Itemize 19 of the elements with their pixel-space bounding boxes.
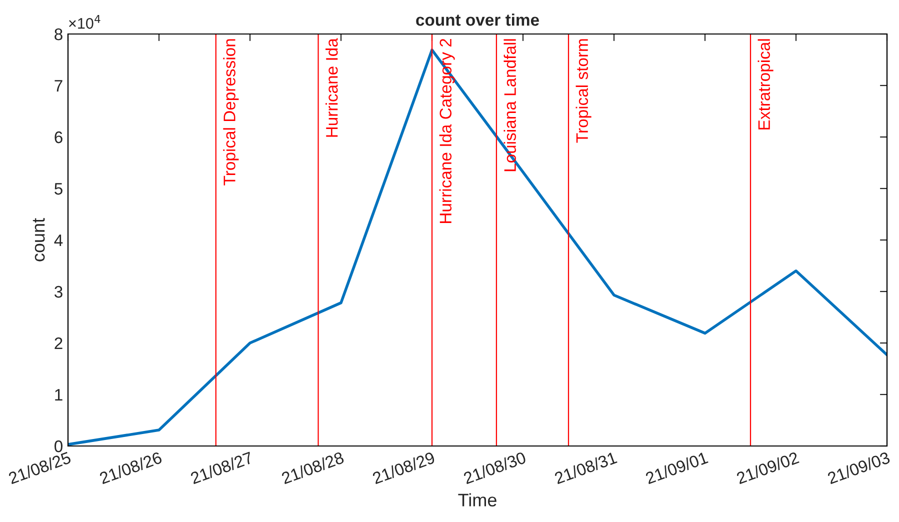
- chart-title: count over time: [416, 14, 539, 26]
- y-tick-label: 2: [54, 337, 62, 350]
- text: ×10$^{4}$: [69, 15, 100, 29]
- y-tick-label: 7: [54, 80, 62, 92]
- ref-line-label: Hurricane Ida Category 2: [439, 38, 455, 223]
- x-axis-title: Time: [458, 493, 496, 506]
- y-tick-label: 8: [54, 28, 62, 40]
- ref-line-label: Extratropical: [758, 39, 774, 130]
- ref-line-label: Hurricane Ida: [326, 38, 338, 137]
- y-tick-label: 6: [54, 131, 62, 144]
- y-tick-label: 3: [54, 286, 62, 298]
- ref-line-label: Louisiana Landfall: [504, 39, 516, 172]
- y-tick-label: 0: [54, 440, 62, 452]
- y-tick-label: 5: [54, 183, 62, 195]
- y-tick-label: 4: [54, 234, 63, 246]
- ref-line-label: Tropical Depression: [223, 39, 239, 186]
- ref-line-label: Tropical storm: [576, 39, 592, 143]
- y-axis-title: count: [32, 218, 45, 262]
- y-tick-label: 1: [55, 389, 62, 401]
